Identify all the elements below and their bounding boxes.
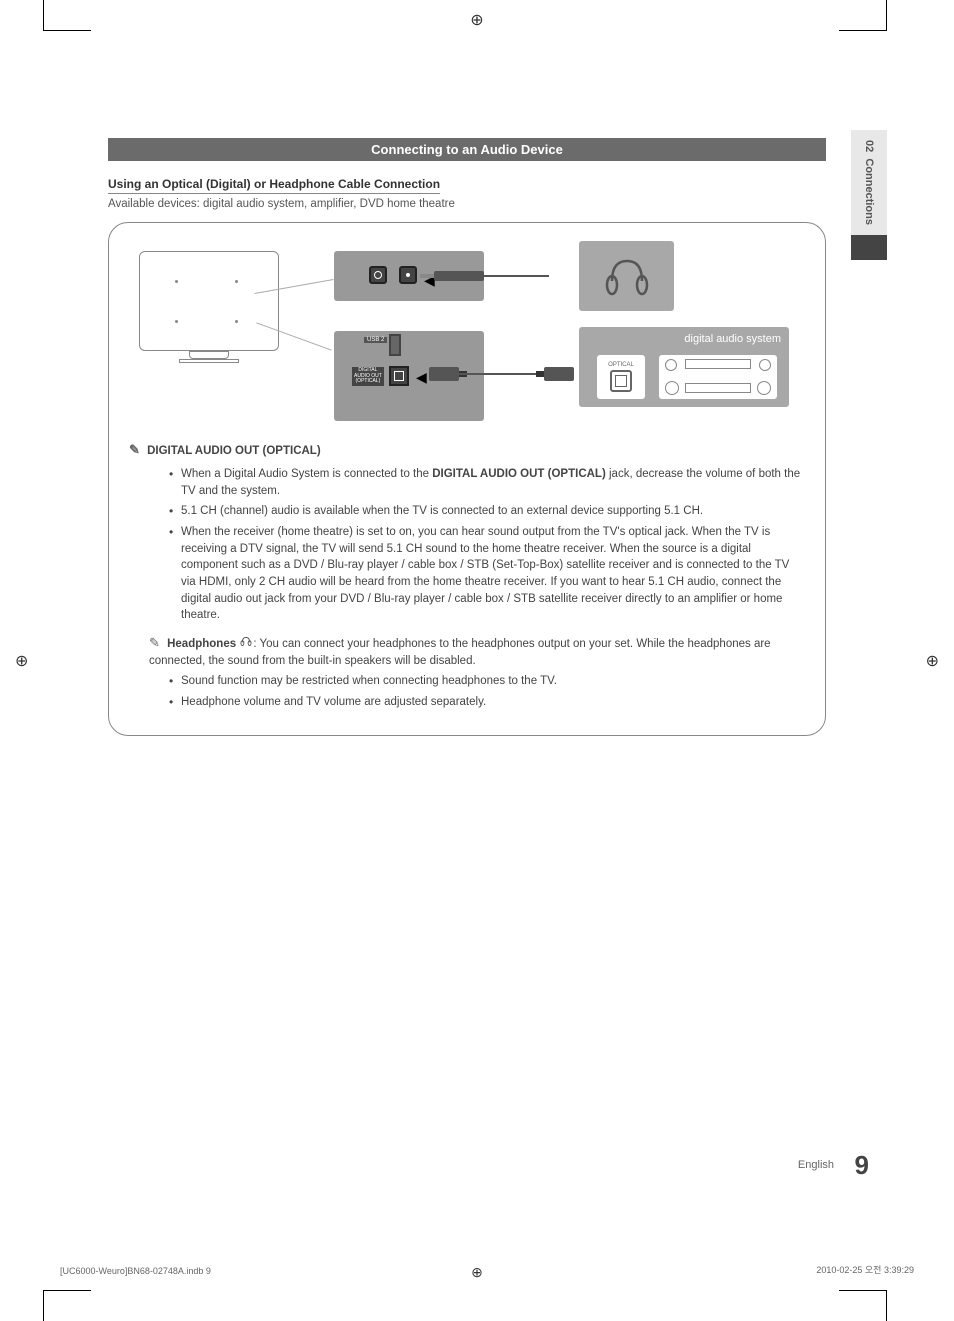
chapter-label: 02 Connections [863, 140, 875, 225]
tv-stand [189, 351, 229, 359]
optical-notes-list: When a Digital Audio System is connected… [129, 466, 805, 624]
note-icon: ✎ [149, 634, 160, 653]
tv-base [179, 359, 239, 363]
amplifier-face [659, 355, 777, 399]
headphones-inline-icon [239, 635, 253, 653]
das-label: digital audio system [684, 333, 781, 345]
note-icon: ✎ [129, 441, 140, 460]
chapter-tab: 02 Connections [851, 130, 887, 260]
registration-mark-icon: ⊕ [471, 1264, 483, 1281]
crop-mark [43, 30, 91, 31]
list-item: Headphone volume and TV volume are adjus… [169, 694, 805, 711]
page-number: 9 [855, 1150, 869, 1181]
crop-mark [43, 1291, 44, 1321]
crop-mark [886, 0, 887, 30]
footer-language: English [798, 1159, 834, 1171]
crop-mark [886, 1291, 887, 1321]
list-item: When the receiver (home theatre) is set … [169, 524, 805, 624]
registration-mark-icon: ⊕ [926, 651, 939, 671]
section-banner: Connecting to an Audio Device [108, 138, 826, 161]
note-heading-headphones: ✎ Headphones : You can connect your head… [129, 634, 805, 670]
headphone-notes-list: Sound function may be restricted when co… [129, 673, 805, 710]
chapter-tab-accent [851, 235, 887, 260]
crop-mark [839, 1290, 887, 1291]
list-item: Sound function may be restricted when co… [169, 673, 805, 690]
digital-audio-system: digital audio system OPTICAL [579, 327, 789, 407]
optical-connector-icon [544, 367, 574, 381]
tv-icon [139, 251, 279, 351]
optical-in-port: OPTICAL [597, 355, 645, 399]
note-heading-optical: ✎ DIGITAL AUDIO OUT (OPTICAL) [129, 441, 805, 460]
arrow-left-icon: ◀ [416, 369, 427, 386]
registration-mark-icon: ⊕ [15, 651, 28, 671]
registration-mark-icon: ⊕ [470, 10, 483, 30]
crop-mark [839, 30, 887, 31]
crop-mark [43, 0, 44, 30]
footer-filename: [UC6000-Weuro]BN68-02748A.indb 9 [60, 1266, 211, 1276]
connection-diagram: ◀ USB 2 DIGITALAUDIO OUT(OPTICAL) ◀ digi… [108, 222, 826, 736]
list-item: When a Digital Audio System is connected… [169, 466, 805, 499]
headphones-icon [579, 241, 674, 311]
footer-timestamp: 2010-02-25 오전 3:39:29 [816, 1263, 914, 1276]
optical-out-label: DIGITALAUDIO OUT(OPTICAL) [352, 367, 384, 386]
usb-label: USB 2 [364, 337, 387, 343]
subsection-heading: Using an Optical (Digital) or Headphone … [108, 177, 440, 194]
headphone-cable [439, 275, 549, 277]
available-devices-text: Available devices: digital audio system,… [108, 198, 826, 210]
crop-mark [43, 1290, 91, 1291]
list-item: 5.1 CH (channel) audio is available when… [169, 503, 805, 520]
